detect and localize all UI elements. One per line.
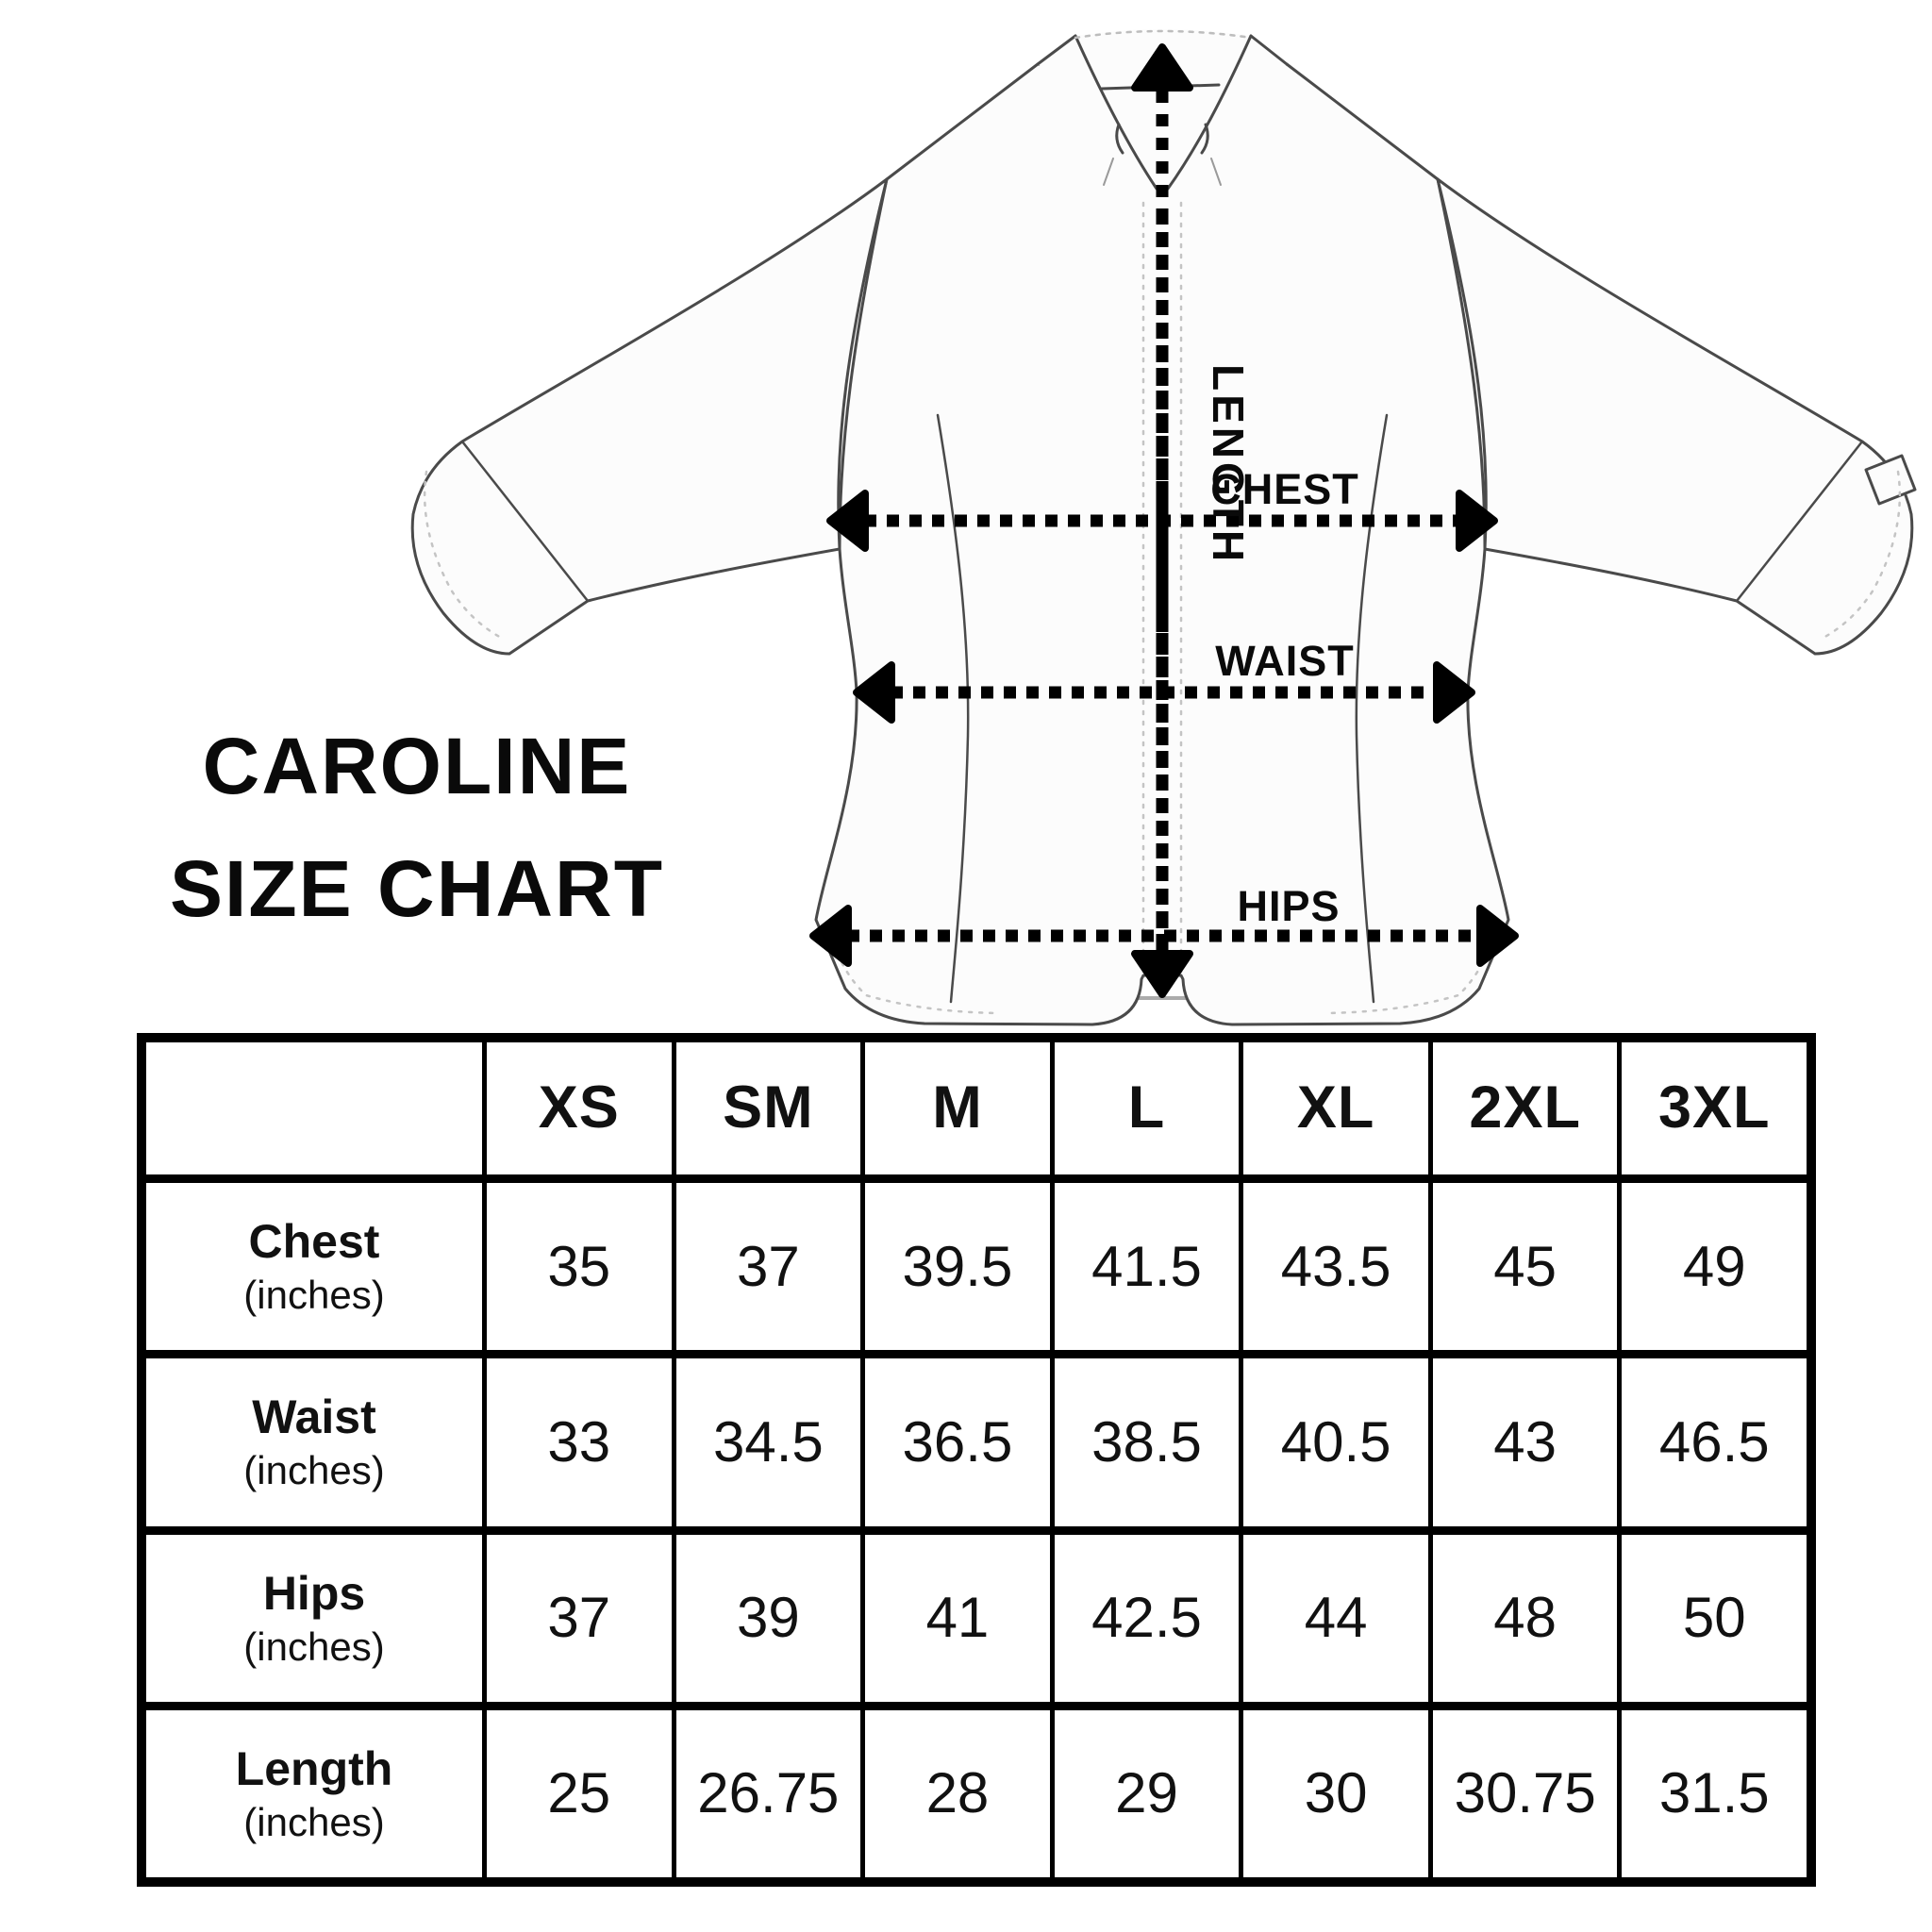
value-cell: 39	[671, 1534, 861, 1702]
collar-right-edge	[1249, 34, 1289, 66]
row-header-waist: Waist (inches)	[146, 1358, 482, 1525]
row-header-chest: Chest (inches)	[146, 1183, 482, 1350]
length-arrowhead-up-icon	[1131, 43, 1193, 92]
corner-cell	[146, 1042, 482, 1174]
row-label: Chest	[248, 1215, 380, 1269]
column-header-3xl: 3XL	[1617, 1042, 1807, 1174]
collar-hook-right	[1200, 123, 1209, 155]
chest-arrowhead-left-icon	[826, 490, 869, 552]
value-cell: 43	[1427, 1358, 1618, 1526]
value-cell: 48	[1427, 1534, 1618, 1702]
collar	[1038, 29, 1287, 189]
value-cell: 31.5	[1617, 1709, 1807, 1877]
row-unit: (inches)	[243, 1448, 385, 1493]
collar-top-stitch	[1074, 29, 1253, 40]
value-cell: 45	[1427, 1183, 1618, 1351]
value-cell: 41	[860, 1534, 1050, 1702]
value-cell: 37	[482, 1534, 672, 1702]
value-cell: 49	[1617, 1183, 1807, 1351]
value-cell: 38.5	[1049, 1358, 1240, 1526]
collar-right-fold	[1166, 34, 1253, 191]
waist-arrowhead-right-icon	[1433, 661, 1475, 724]
hips-arrow	[809, 905, 1519, 967]
value-cell: 34.5	[671, 1358, 861, 1526]
row-unit: (inches)	[243, 1624, 385, 1669]
collar-left-edge	[1036, 34, 1077, 66]
value-cell: 33	[482, 1358, 672, 1526]
left-cuff-seam	[460, 440, 590, 603]
collar-left-fold	[1074, 34, 1158, 191]
value-cell: 42.5	[1049, 1534, 1240, 1702]
value-cell: 44	[1239, 1534, 1428, 1702]
column-header-2xl: 2XL	[1427, 1042, 1618, 1174]
value-cell: 41.5	[1049, 1183, 1240, 1351]
chest-arrow	[826, 490, 1498, 552]
value-cell: 29	[1049, 1709, 1240, 1877]
value-cell: 40.5	[1239, 1358, 1428, 1526]
sleeve-tab	[1864, 454, 1917, 506]
length-label: LENGTH	[1204, 364, 1253, 565]
column-header-xl: XL	[1239, 1042, 1428, 1174]
row-label: Hips	[262, 1566, 366, 1620]
value-cell: 36.5	[860, 1358, 1050, 1526]
value-cell: 26.75	[671, 1709, 861, 1877]
chest-arrowhead-right-icon	[1456, 490, 1498, 552]
value-cell: 46.5	[1617, 1358, 1807, 1526]
collar-hook-left	[1115, 123, 1124, 155]
row-label: Waist	[252, 1391, 376, 1444]
page-title: CAROLINE SIZE CHART	[134, 705, 700, 950]
row-label: Length	[235, 1741, 393, 1795]
length-arrowhead-down-icon	[1131, 950, 1193, 998]
left-cuff-stitch	[423, 470, 507, 641]
hips-arrowhead-left-icon	[809, 905, 852, 967]
table-row-waist: Waist (inches) 33 34.5 36.5 38.5 40.5 43…	[146, 1350, 1807, 1526]
hips-label: HIPS	[1237, 882, 1340, 930]
waist-label: WAIST	[1215, 637, 1355, 685]
title-line-1: CAROLINE	[202, 722, 632, 810]
column-header-m: M	[860, 1042, 1050, 1174]
column-header-xs: XS	[482, 1042, 672, 1174]
value-cell: 39.5	[860, 1183, 1050, 1351]
right-cuff-stitch	[1818, 470, 1902, 641]
value-cell: 30.75	[1427, 1709, 1618, 1877]
column-header-sm: SM	[671, 1042, 861, 1174]
value-cell: 28	[860, 1709, 1050, 1877]
table-row-hips: Hips (inches) 37 39 41 42.5 44 48 50	[146, 1525, 1807, 1702]
value-cell: 30	[1239, 1709, 1428, 1877]
value-cell: 25	[482, 1709, 672, 1877]
left-hem-stitch	[828, 932, 1002, 1015]
value-cell: 43.5	[1239, 1183, 1428, 1351]
size-chart-table: XS SM M L XL 2XL 3XL Chest (inches) 35 3…	[137, 1033, 1816, 1887]
hook-whisker-left	[1103, 158, 1114, 186]
left-sleeve	[410, 177, 889, 656]
row-unit: (inches)	[243, 1799, 385, 1844]
row-header-length: Length (inches)	[146, 1710, 482, 1877]
waist-arrow	[853, 661, 1475, 724]
value-cell: 37	[671, 1183, 861, 1351]
column-header-l: L	[1049, 1042, 1240, 1174]
hips-arrowhead-right-icon	[1476, 905, 1519, 967]
row-unit: (inches)	[243, 1273, 385, 1318]
table-row-chest: Chest (inches) 35 37 39.5 41.5 43.5 45 4…	[146, 1174, 1807, 1351]
left-princess-seam	[936, 413, 970, 1004]
table-header-row: XS SM M L XL 2XL 3XL	[146, 1042, 1807, 1174]
row-header-hips: Hips (inches)	[146, 1535, 482, 1702]
waist-arrowhead-left-icon	[853, 661, 895, 724]
title-line-2: SIZE CHART	[170, 844, 664, 933]
value-cell: 35	[482, 1183, 672, 1351]
table-row-length: Length (inches) 25 26.75 28 29 30 30.75 …	[146, 1701, 1807, 1877]
hook-whisker-right	[1210, 158, 1222, 186]
right-hem-stitch	[1323, 932, 1496, 1015]
chest-label: CHEST	[1210, 465, 1359, 513]
value-cell: 50	[1617, 1534, 1807, 1702]
right-sleeve	[1436, 177, 1914, 656]
right-cuff-seam	[1735, 440, 1864, 603]
